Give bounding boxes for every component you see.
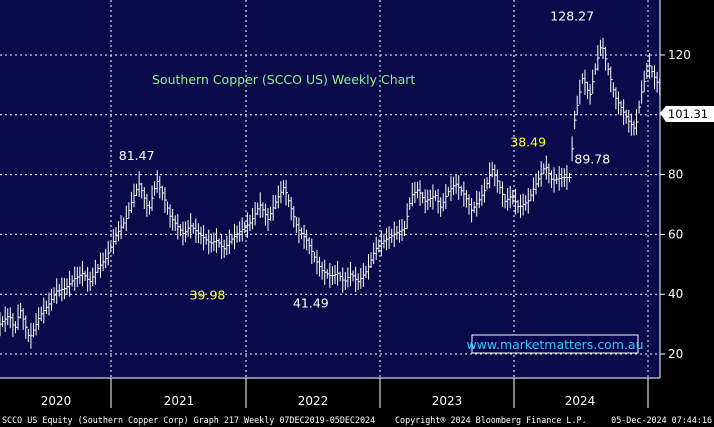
x-tick-label: 2020: [41, 394, 72, 408]
y-tick-label: 60: [668, 227, 683, 241]
watermark-text: www.marketmatters.com.au: [466, 337, 643, 352]
footer-copyright: Copyright® 2024 Bloomberg Finance L.P.: [395, 415, 587, 425]
annotation-label: 41.49: [293, 296, 329, 311]
annotation-label: 81.47: [119, 148, 155, 163]
y-tick-label: 40: [668, 287, 683, 301]
y-tick-label: 80: [668, 168, 683, 182]
x-axis: 2020 2021 2022 2023 2024: [0, 377, 660, 408]
axis-panel-bottom: [0, 378, 714, 412]
annotation-label: 89.78: [574, 151, 610, 166]
y-tick-label: 20: [668, 347, 683, 361]
annotation-label: 38.49: [510, 135, 546, 150]
price-series: [0, 37, 660, 349]
y-tick-label: 120: [668, 48, 691, 62]
last-price-label: 101.31: [668, 107, 708, 121]
footer-bar: [0, 412, 714, 427]
annotation-label: 128.27: [550, 8, 594, 23]
chart-title: Southern Copper (SCCO US) Weekly Chart: [152, 72, 415, 87]
watermark-box: [471, 334, 639, 354]
last-price-marker: 101.31: [660, 106, 714, 122]
x-tick-label: 2023: [432, 394, 463, 408]
y-axis: 20 40 60 80 120: [659, 0, 691, 378]
grid-lines: [0, 0, 660, 378]
x-tick-label: 2021: [164, 394, 195, 408]
annotation-label: 39.98: [190, 287, 226, 302]
plot-background: [0, 0, 660, 378]
x-tick-label: 2022: [298, 394, 329, 408]
footer-timestamp: 05-Dec-2024 07:44:16: [611, 415, 712, 425]
annotations: 81.47 39.98 41.49 128.27 38.49 89.78: [119, 8, 610, 310]
axis-panel-right: [660, 0, 714, 378]
footer-ticker: SCCO US Equity (Southern Copper Corp) Gr…: [2, 415, 375, 425]
x-tick-label: 2024: [565, 394, 596, 408]
